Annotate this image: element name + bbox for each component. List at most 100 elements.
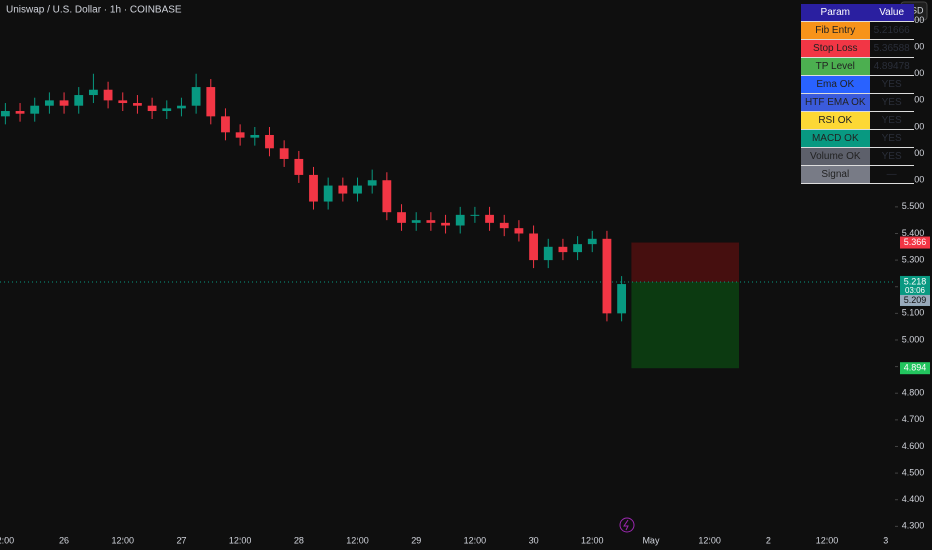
value-cell: YES <box>869 75 914 94</box>
value-cell: — <box>869 165 914 184</box>
candle-body <box>485 214 494 223</box>
candle-body <box>265 134 274 149</box>
candle-body <box>250 134 260 138</box>
candle-body <box>118 100 128 104</box>
x-tick-label: 12:00 <box>346 535 369 545</box>
x-tick-label: 12:00 <box>464 535 487 545</box>
stop-label: 5.366 <box>904 237 927 247</box>
candle-body <box>397 212 406 223</box>
candle-body <box>441 222 450 226</box>
value-cell: YES <box>869 111 914 130</box>
param-cell: Signal <box>801 165 870 184</box>
value-cell: YES <box>869 93 914 112</box>
target-label-bg <box>900 362 930 375</box>
x-tick-label: 26 <box>59 535 69 545</box>
candle-body <box>221 116 230 133</box>
table-row: Ema OK YES <box>801 75 914 94</box>
candle-body <box>15 111 25 114</box>
value-cell: YES <box>869 147 914 166</box>
candle-body <box>353 185 362 194</box>
table-row: Volume OK YES <box>801 147 914 166</box>
table-row: HTF EMA OK YES <box>801 93 914 112</box>
candle-body <box>309 174 318 202</box>
candle-body <box>279 148 289 159</box>
countdown: 03:06 <box>905 286 926 295</box>
param-cell: TP Level <box>801 57 870 76</box>
x-tick-label: 2:00 <box>0 535 14 545</box>
value-cell: 5.36588 <box>869 39 914 58</box>
y-tick-label: 5.300 <box>902 254 925 264</box>
candle-body <box>587 238 597 245</box>
y-tick-label: 5.000 <box>902 334 925 344</box>
y-tick-label: 4.600 <box>902 441 925 451</box>
currency-label[interactable]: USD <box>904 5 924 15</box>
param-cell: Ema OK <box>801 75 870 94</box>
y-tick-label: 4.800 <box>902 388 925 398</box>
param-cell: Volume OK <box>801 147 870 166</box>
x-tick-label: 12:00 <box>229 535 252 545</box>
candle-body <box>89 89 98 96</box>
chart-title: Uniswap / U.S. Dollar · 1h · COINBASE <box>6 5 182 16</box>
candle-body <box>44 100 54 106</box>
param-cell: MACD OK <box>801 129 870 148</box>
candle-body <box>367 180 377 186</box>
stop-zone <box>631 242 739 282</box>
candle-body <box>133 103 142 106</box>
candle-body <box>323 185 333 202</box>
table-row: Fib Entry 5.21666 <box>801 21 914 40</box>
candle-body <box>206 87 216 117</box>
x-tick-label: 12:00 <box>816 535 839 545</box>
signal-table: Param Value Fib Entry 5.21666 Stop Loss 5.365… <box>801 4 914 184</box>
candle-body <box>0 111 10 117</box>
x-tick-label: 3 <box>883 535 888 545</box>
y-tick-label: 5.100 <box>902 308 925 318</box>
replay-icon[interactable] <box>619 517 635 533</box>
candle-body <box>162 108 172 112</box>
candle-body <box>470 214 480 216</box>
candle-body <box>338 185 348 194</box>
param-cell: HTF EMA OK <box>801 93 870 112</box>
x-tick-label: 30 <box>529 535 539 545</box>
header-cell: Value <box>869 4 914 22</box>
x-tick-label: 29 <box>411 535 421 545</box>
y-tick-label: 4.700 <box>902 414 925 424</box>
candle-body <box>529 233 538 261</box>
candle-body <box>59 100 69 106</box>
candle-body <box>602 238 612 314</box>
x-tick-label: 12:00 <box>111 535 134 545</box>
candle-body <box>499 222 509 229</box>
candle-body <box>30 105 40 114</box>
target-label: 4.894 <box>904 363 927 373</box>
table-row: Signal — <box>801 165 914 184</box>
candle-body <box>426 220 436 223</box>
replay-bolt <box>623 519 629 531</box>
param-cell: Stop Loss <box>801 39 870 58</box>
y-tick-label: 5.500 <box>902 201 925 211</box>
table-row: MACD OK YES <box>801 129 914 148</box>
x-tick-label: 2 <box>766 535 771 545</box>
x-tick-label: 28 <box>294 535 304 545</box>
candle-body <box>573 244 582 253</box>
table-header: Param Value <box>801 4 914 22</box>
value-cell: 4.89478 <box>869 57 914 76</box>
table-row: TP Level 4.89478 <box>801 57 914 76</box>
candle-body <box>177 105 186 109</box>
table-row: RSI OK YES <box>801 111 914 130</box>
target-zone <box>631 281 739 369</box>
candle-body <box>382 180 392 213</box>
candle-body <box>191 87 201 106</box>
x-tick-label: 12:00 <box>581 535 604 545</box>
x-tick-label: May <box>642 535 660 545</box>
candle-body <box>103 89 113 101</box>
y-tick-label: 4.500 <box>902 467 925 477</box>
y-tick-label: 4.400 <box>902 494 925 504</box>
entry-label: 5.218 <box>904 276 927 286</box>
last-price-bg <box>900 294 930 306</box>
y-tick-label: 5.400 <box>902 228 925 238</box>
header-cell: Param <box>801 4 870 22</box>
stop-label-bg <box>900 236 930 249</box>
candle-body <box>514 228 524 234</box>
candle-body <box>235 132 245 138</box>
